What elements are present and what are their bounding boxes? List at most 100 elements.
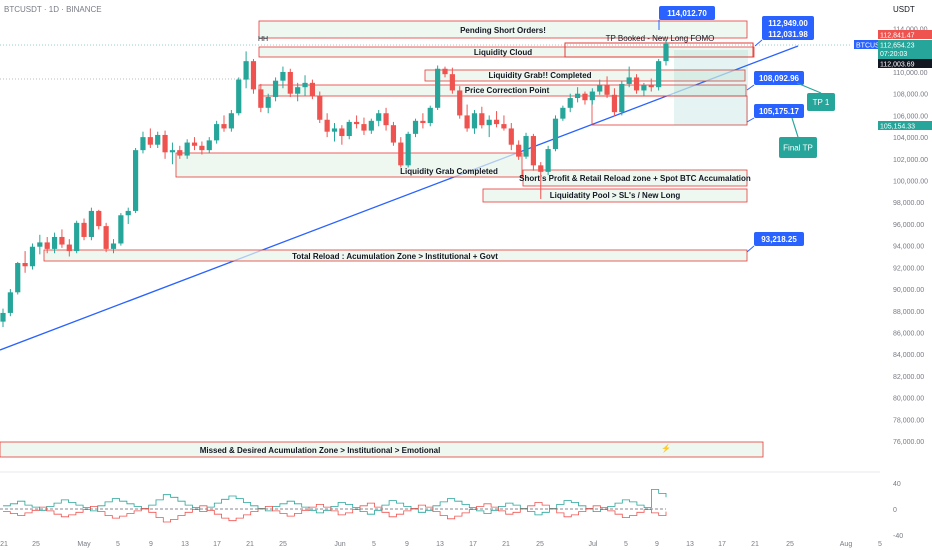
candle-body	[361, 124, 367, 131]
candle-body	[597, 85, 603, 92]
callout-label: 112,949.00	[768, 19, 808, 28]
tp-callout-box	[779, 137, 817, 158]
candle-body	[191, 142, 198, 146]
candle-body	[368, 120, 374, 131]
hh-label: HH	[258, 36, 268, 43]
tp-callout-label: Final TP	[783, 144, 813, 153]
candle-body	[221, 124, 227, 129]
candle-body	[405, 133, 411, 166]
callout-box	[754, 71, 804, 85]
annotation-text: TP Booked - New Long FOMO	[606, 34, 715, 43]
callout-pointer	[746, 117, 755, 123]
y-tick-label: 82,000.00	[893, 374, 924, 381]
candle-body	[184, 142, 190, 156]
y-tick-label: 78,000.00	[893, 417, 924, 424]
candle-body	[66, 244, 72, 252]
x-tick-label: May	[77, 541, 91, 548]
candle-body	[464, 115, 470, 129]
y-tick-label: 94,000.00	[893, 244, 924, 251]
candle-body	[648, 85, 654, 88]
candle-body	[501, 124, 507, 129]
candle-body	[37, 242, 43, 247]
candle-body	[589, 91, 595, 101]
candle-body	[155, 134, 161, 145]
candle-body	[309, 82, 315, 96]
ascending-trendline	[0, 45, 799, 351]
x-tick-label: 9	[655, 541, 659, 548]
x-tick-label: 17	[469, 541, 477, 548]
candle-body	[354, 121, 360, 125]
x-tick-label: 25	[536, 541, 544, 548]
candle-body	[118, 215, 124, 244]
zone-label: Liquidity Cloud	[474, 48, 532, 57]
x-tick-label: Jul	[589, 541, 598, 548]
candle-body	[133, 150, 139, 211]
candle-body	[258, 89, 264, 108]
callout-box	[659, 6, 715, 20]
zone-label: Pending Short Orders!	[460, 26, 546, 35]
x-tick-label: 17	[213, 541, 221, 548]
x-tick-label: 13	[686, 541, 694, 548]
y-tick-label: 90,000.00	[893, 287, 924, 294]
candle-body	[96, 210, 102, 227]
osc-line-green	[3, 489, 667, 516]
candle-body	[169, 150, 176, 153]
candle-body	[265, 96, 271, 108]
callout-pointer	[746, 245, 755, 253]
osc-tick-label: 0	[893, 507, 897, 514]
candle-body	[125, 210, 131, 216]
candle-body	[552, 118, 559, 150]
tp-callout-box	[807, 93, 835, 111]
y-tick-label: 100,000.00	[893, 179, 928, 186]
candle-body	[214, 124, 220, 141]
lightning-icon[interactable]: ⚡	[661, 443, 671, 453]
x-tick-label: 21	[751, 541, 759, 548]
candle-body	[81, 222, 87, 237]
callout-box	[754, 104, 804, 118]
callout-label: 114,012.70	[667, 9, 707, 18]
candle-body	[346, 121, 352, 137]
zone-label: Liquidity Grab!! Completed	[488, 71, 591, 80]
candle-body	[427, 107, 433, 124]
zone-box	[424, 69, 746, 82]
y-tick-label: 86,000.00	[893, 330, 924, 337]
callout-pointer	[746, 84, 755, 91]
candle-body	[7, 292, 13, 313]
x-tick-label: 25	[786, 541, 794, 548]
x-tick-label: 5	[372, 541, 376, 548]
candle-body	[604, 85, 610, 95]
osc-line-red	[3, 502, 667, 523]
y-tick-label: 104,000.00	[893, 135, 928, 142]
y-tick-label: 106,000.00	[893, 113, 928, 120]
candle-body	[508, 128, 514, 145]
callout-label: 105,175.17	[759, 107, 800, 116]
callout-box	[762, 16, 814, 40]
zone-label: Short's Profit & Retail Reload zone + Sp…	[519, 174, 751, 183]
right-marker-label: 105,154.33	[880, 124, 915, 131]
target-zone	[674, 50, 748, 125]
symbol-badge: BTCUSDT	[856, 43, 890, 50]
candle-body	[228, 113, 234, 129]
sell-price-label: 112,841.47	[880, 33, 915, 40]
candle-body	[22, 263, 28, 267]
candle-body	[250, 61, 257, 90]
candle-body	[177, 150, 183, 156]
x-tick-label: 13	[436, 541, 444, 548]
zone-box	[258, 46, 755, 58]
candle-body	[0, 312, 6, 322]
candle-body	[619, 83, 625, 113]
candle-body	[88, 210, 94, 237]
candle-body	[538, 165, 544, 172]
last-price-bg	[878, 40, 932, 59]
candle-body	[412, 120, 419, 134]
last-price-label: 112,654.23	[880, 43, 915, 50]
chart-title: BTCUSDT · 1D · BINANCE	[4, 5, 102, 14]
callout-box	[754, 232, 804, 246]
candle-body	[59, 236, 65, 245]
callout-label: 93,218.25	[761, 235, 797, 244]
y-tick-label: 102,000.00	[893, 157, 928, 164]
candle-body	[280, 72, 286, 81]
candle-body	[641, 85, 647, 91]
tp-callout-label: TP 1	[813, 98, 830, 107]
